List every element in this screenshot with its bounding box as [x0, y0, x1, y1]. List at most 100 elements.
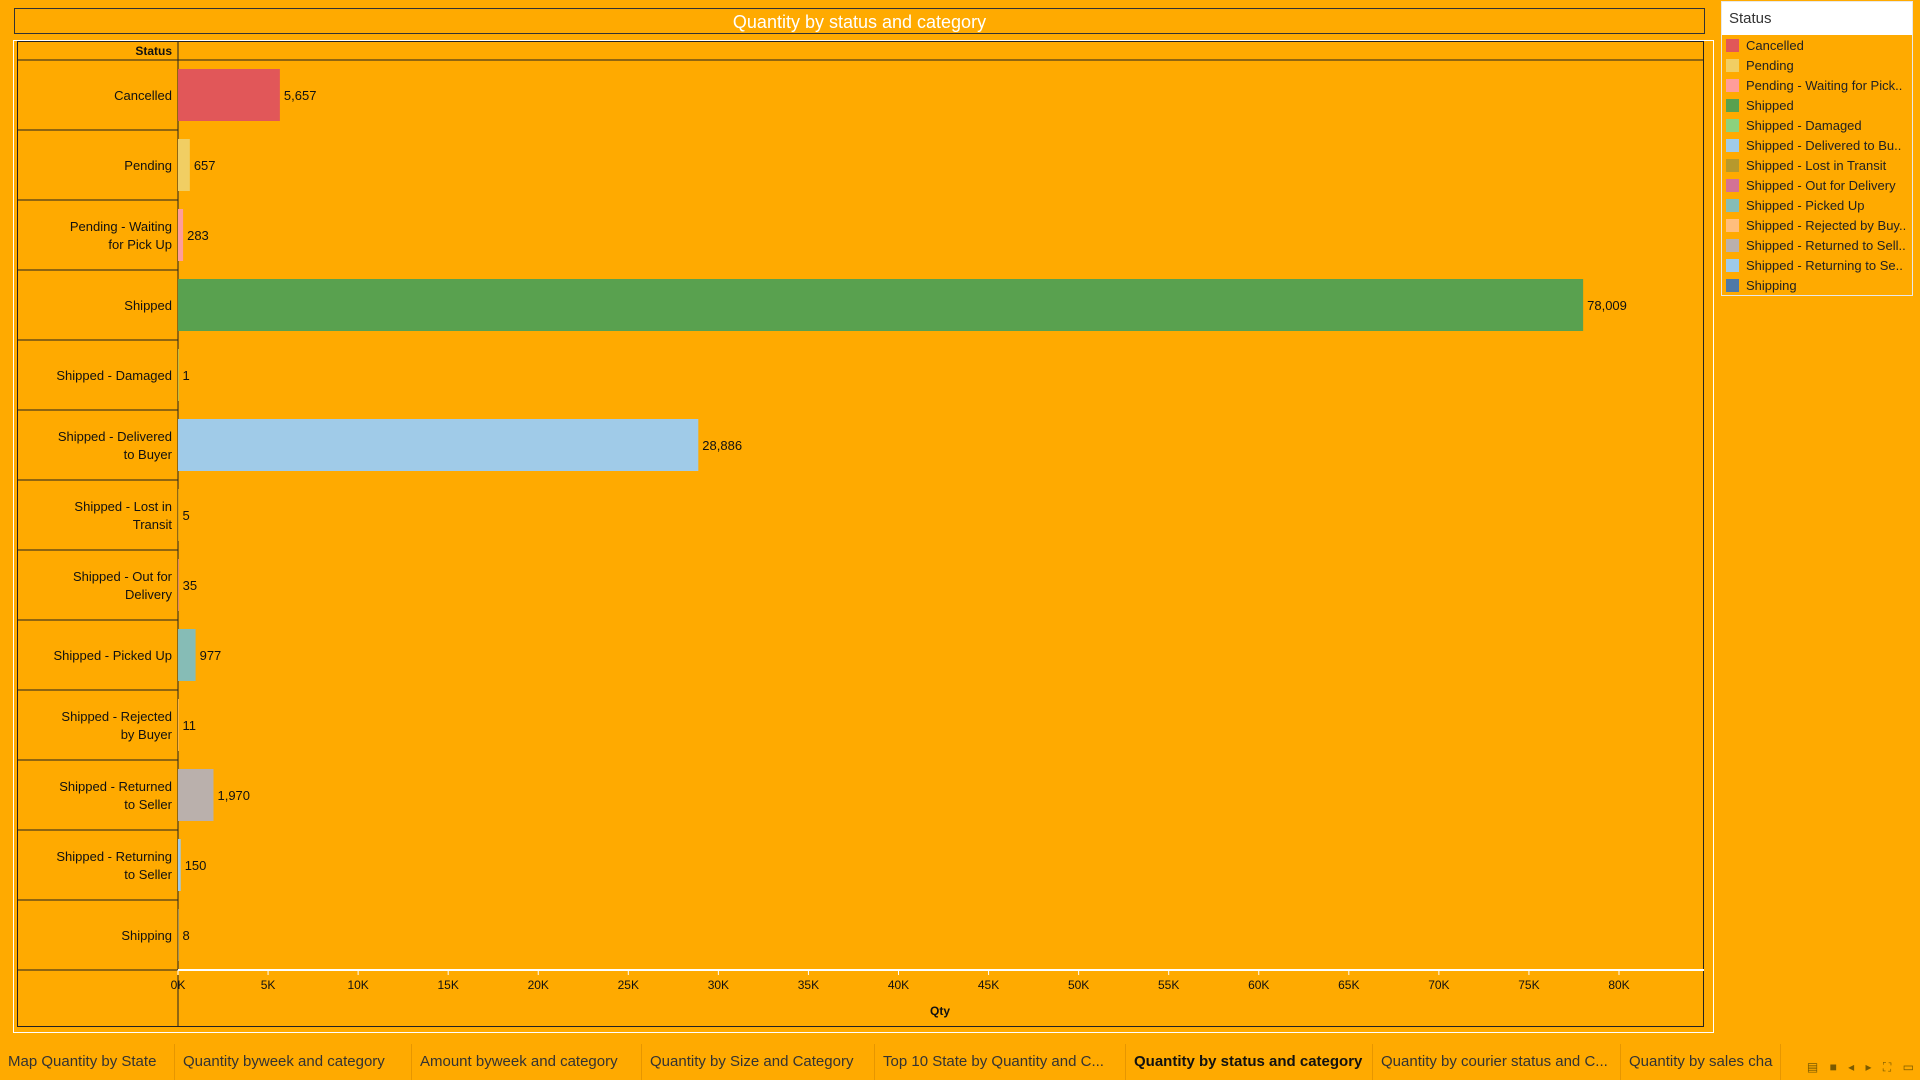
- dashboard-frame: [13, 40, 1714, 1033]
- sheet-tab[interactable]: Quantity by Size and Category: [642, 1044, 875, 1080]
- legend-item[interactable]: Shipped - Picked Up: [1722, 195, 1912, 215]
- legend-item[interactable]: Shipped - Delivered to Bu..: [1722, 135, 1912, 155]
- legend-label: Cancelled: [1746, 37, 1804, 53]
- legend-swatch: [1726, 178, 1739, 192]
- category-label: Pending - Waiting for Pick Up: [70, 219, 172, 252]
- legend-item[interactable]: Shipping: [1722, 275, 1912, 295]
- x-tick-label: 60K: [1248, 978, 1269, 992]
- bar-7: [178, 559, 179, 611]
- legend-item[interactable]: Shipped - Lost in Transit: [1722, 155, 1912, 175]
- legend-item[interactable]: Pending: [1722, 55, 1912, 75]
- value-label: 657: [194, 158, 216, 173]
- legend-swatch: [1726, 58, 1739, 72]
- x-tick-label: 80K: [1608, 978, 1629, 992]
- bar-11: [178, 839, 181, 891]
- x-tick-label: 30K: [708, 978, 729, 992]
- category-label: Shipped - Delivered to Buyer: [58, 429, 173, 462]
- legend-item[interactable]: Shipped - Returning to Se..: [1722, 255, 1912, 275]
- value-label: 283: [187, 228, 209, 243]
- x-tick-label: 55K: [1158, 978, 1179, 992]
- bar-10: [178, 769, 214, 821]
- category-label: Shipped - Damaged: [56, 368, 172, 383]
- category-label: Shipped - Lost in Transit: [74, 499, 172, 532]
- legend-label: Shipped - Picked Up: [1746, 197, 1865, 213]
- legend-item[interactable]: Shipped - Out for Delivery: [1722, 175, 1912, 195]
- legend-swatch: [1726, 78, 1739, 92]
- sheet-tab[interactable]: Quantity by status and category: [1126, 1044, 1373, 1080]
- value-label: 977: [200, 648, 222, 663]
- category-label: Shipped: [124, 298, 172, 313]
- value-label: 78,009: [1587, 298, 1627, 313]
- x-axis-title: Qty: [930, 1004, 950, 1018]
- value-label: 1,970: [217, 788, 250, 803]
- sheet-tab[interactable]: Quantity by sales cha: [1621, 1044, 1781, 1080]
- legend-swatch: [1726, 138, 1739, 152]
- legend-swatch: [1726, 238, 1739, 252]
- sheet-tab[interactable]: Quantity byweek and category: [175, 1044, 412, 1080]
- legend-swatch: [1726, 218, 1739, 232]
- legend-title: Status: [1722, 2, 1912, 35]
- legend-label: Pending: [1746, 57, 1794, 73]
- sheet-tab[interactable]: Amount byweek and category: [412, 1044, 642, 1080]
- x-tick-label: 35K: [798, 978, 819, 992]
- sheet-list-icon[interactable]: ▤: [1806, 1060, 1819, 1074]
- present-icon[interactable]: ▭: [1902, 1060, 1914, 1074]
- category-label: Pending: [124, 158, 172, 173]
- legend-swatch: [1726, 118, 1739, 132]
- bar-6: [178, 489, 179, 541]
- value-label: 1: [183, 368, 190, 383]
- fullscreen-icon[interactable]: ⛶: [1882, 1060, 1892, 1074]
- row-header-label: Status: [135, 44, 172, 58]
- value-label: 5,657: [284, 88, 317, 103]
- legend-swatch: [1726, 158, 1739, 172]
- legend-item[interactable]: Cancelled: [1722, 35, 1912, 55]
- value-label: 5: [183, 508, 190, 523]
- next-sheet-icon[interactable]: ▸: [1865, 1060, 1872, 1074]
- legend-label: Shipped - Out for Delivery: [1746, 177, 1896, 193]
- x-tick-label: 45K: [978, 978, 999, 992]
- x-tick-label: 10K: [347, 978, 368, 992]
- legend-swatch: [1726, 258, 1739, 272]
- navigation-controls: ▤ ■ ◂ ▸ ⛶ ▭: [1799, 1060, 1914, 1075]
- bar-1: [178, 139, 190, 191]
- bar-9: [178, 699, 179, 751]
- legend-label: Pending - Waiting for Pick..: [1746, 77, 1903, 93]
- bar-2: [178, 209, 184, 261]
- bar-3: [178, 279, 1584, 331]
- sheet-tab[interactable]: Quantity by courier status and C...: [1373, 1044, 1621, 1080]
- sheet-tab[interactable]: Map Quantity by State: [0, 1044, 175, 1080]
- legend-item[interactable]: Shipped - Returned to Sell..: [1722, 235, 1912, 255]
- x-tick-label: 70K: [1428, 978, 1449, 992]
- sheet-tab[interactable]: Top 10 State by Quantity and C...: [875, 1044, 1126, 1080]
- category-label: Shipped - Returned to Seller: [59, 779, 172, 812]
- legend-swatch: [1726, 38, 1739, 52]
- legend-item[interactable]: Pending - Waiting for Pick..: [1722, 75, 1912, 95]
- x-tick-label: 75K: [1518, 978, 1539, 992]
- sheet-tab-bar: Map Quantity by State Quantity byweek and…: [0, 1044, 1920, 1080]
- status-legend: Status Cancelled Pending Pending - Waiting…: [1721, 1, 1913, 296]
- category-label: Shipping: [121, 928, 172, 943]
- value-label: 11: [183, 718, 197, 733]
- value-label: 28,886: [702, 438, 742, 453]
- value-label: 35: [183, 578, 197, 593]
- legend-item[interactable]: Shipped - Damaged: [1722, 115, 1912, 135]
- value-label: 8: [183, 928, 190, 943]
- legend-item[interactable]: Shipped - Rejected by Buy..: [1722, 215, 1912, 235]
- bar-chart: Status Cancelled 5,657 Pending 657 Pending - …: [18, 42, 1704, 1027]
- legend-label: Shipping: [1746, 277, 1797, 293]
- legend-item[interactable]: Shipped: [1722, 95, 1912, 115]
- category-label: Shipped - Returning to Seller: [56, 849, 172, 882]
- legend-label: Shipped - Returning to Se..: [1746, 257, 1903, 273]
- x-tick-label: 20K: [528, 978, 549, 992]
- category-label: Shipped - Picked Up: [53, 648, 172, 663]
- legend-label: Shipped - Lost in Transit: [1746, 157, 1887, 173]
- legend-swatch: [1726, 98, 1739, 112]
- previous-sheet-icon[interactable]: ◂: [1848, 1060, 1855, 1074]
- x-tick-label: 65K: [1338, 978, 1359, 992]
- x-tick-label: 25K: [618, 978, 639, 992]
- value-label: 150: [185, 858, 207, 873]
- x-tick-label: 40K: [888, 978, 909, 992]
- filmstrip-icon[interactable]: ■: [1829, 1060, 1837, 1074]
- bar-8: [178, 629, 196, 681]
- category-label: Cancelled: [114, 88, 172, 103]
